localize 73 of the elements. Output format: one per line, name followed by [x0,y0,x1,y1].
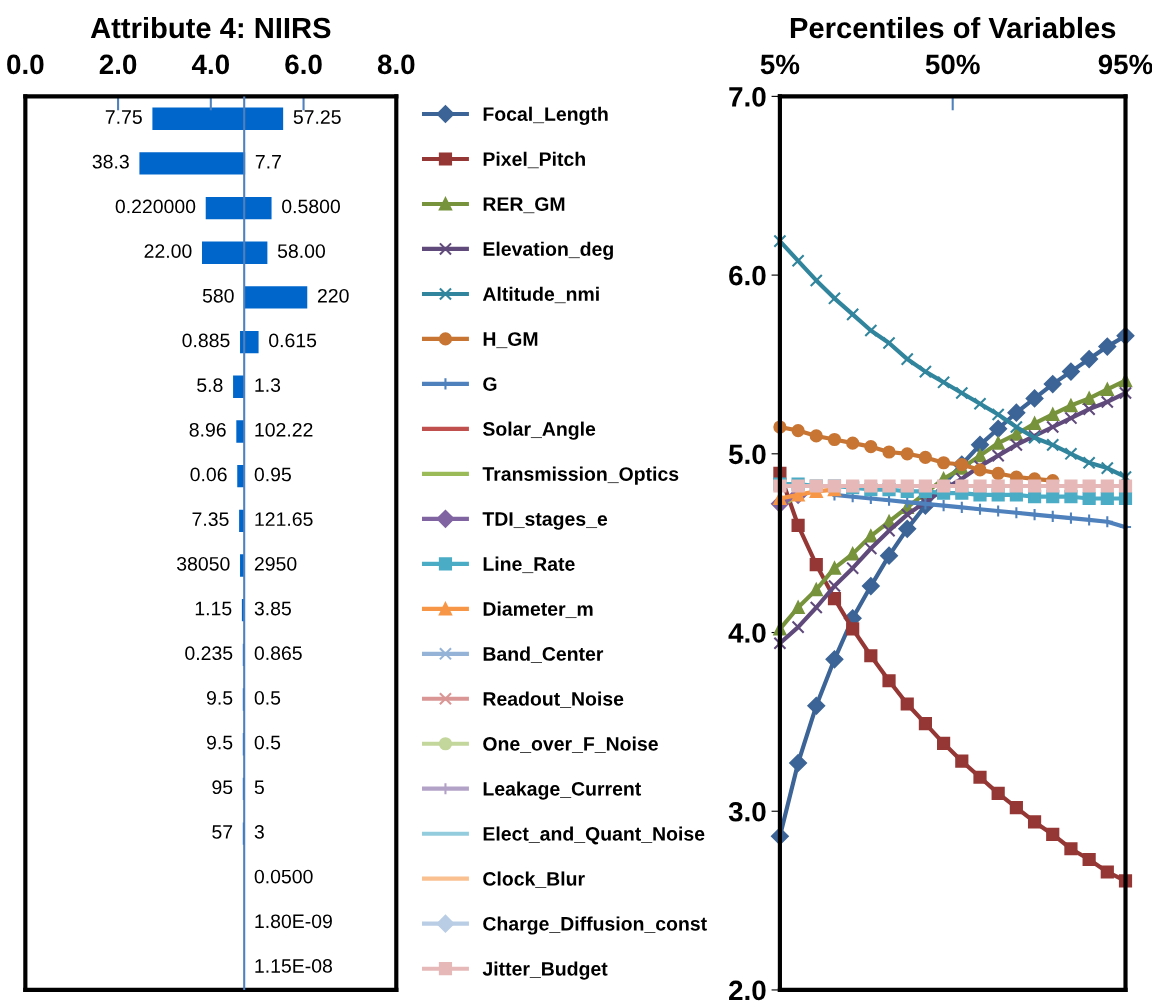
y-tick-label: 5.0 [728,444,766,465]
annotation: 121.65 [255,512,313,527]
annotation: 8.96 [189,422,226,437]
annotation: 9.5 [206,690,233,705]
legend-label: One_over_F_Noise [483,736,658,753]
annotation: 0.865 [254,646,302,661]
y-tick-label: 7.0 [729,87,766,107]
annotation: 0.5800 [282,199,340,214]
legend-label: Line_Rate [483,556,575,574]
annotation: 0.0500 [254,869,313,884]
annotation: 38050 [176,556,230,571]
x-tick-label: 95% [1098,54,1152,75]
annotation: 1.3 [255,378,281,393]
legend-label: Clock_Blur [483,871,585,888]
x-tick-label: 2.0 [99,54,137,75]
annotation: 0.220000 [115,199,196,214]
legend-label: RER_GM [483,197,565,214]
annotation: 1.15 [195,601,232,616]
chart-title: Percentiles of Variables [790,16,1116,39]
annotation: 0.06 [190,467,227,482]
legend-label: Jitter_Budget [482,961,608,980]
legend-label: Elevation_deg [483,241,613,260]
x-tick-label: 0.0 [7,54,44,75]
chart-title: Attribute 4: NIIRS [90,16,331,39]
annotation: 57 [212,825,233,839]
legend-label: H_GM [483,332,538,349]
legend-label: Pixel_Pitch [483,151,585,169]
annotation: 2950 [254,556,297,571]
annotation: 0.615 [269,333,317,348]
legend-label: Diameter_m [483,601,593,619]
annotation: 22.00 [144,244,192,258]
legend-label: G [483,377,497,391]
annotation: 0.235 [185,646,233,661]
annotation: 3 [254,825,264,839]
annotation: 580 [202,288,234,303]
annotation: 5 [254,780,264,795]
y-tick-label: 6.0 [729,265,766,286]
legend-label: Readout_Noise [483,691,624,708]
legend-label: Focal_Length [483,106,608,125]
legend-label: Elect_and_Quant_Noise [483,826,705,845]
annotation: 7.75 [105,110,142,124]
annotation: 7.7 [255,155,281,169]
legend-label: Altitude_nmi [482,286,599,304]
annotation: 38.3 [92,154,129,169]
x-tick-label: 5% [760,54,800,75]
legend-label: Solar_Angle [482,421,596,440]
annotation: 5.8 [197,378,223,393]
x-tick-label: 4.0 [191,54,229,75]
y-tick-label: 3.0 [728,801,766,822]
annotation: 102.22 [255,422,313,437]
annotation: 1.15E-08 [255,959,332,973]
x-tick-label: 8.0 [377,54,415,75]
annotation: 3.85 [254,601,291,616]
annotation: 0.5 [254,690,281,705]
y-tick-label: 4.0 [728,623,766,643]
legend-label: Leakage_Current [483,781,642,800]
x-tick-label: 6.0 [285,54,322,75]
annotation: 0.5 [254,735,281,750]
annotation: 57.25 [293,110,341,124]
annotation: 58.00 [277,244,326,258]
annotation: 95 [212,780,233,795]
legend-label: Charge_Diffusion_const [483,916,707,935]
annotation: 7.35 [192,512,229,527]
annotation: 9.5 [206,735,233,750]
annotation: 220 [317,288,349,303]
annotation: 0.95 [254,467,291,482]
legend-label: Transmission_Optics [482,466,679,485]
annotation: 0.885 [182,333,230,348]
legend-label: Band_Center [483,646,604,664]
x-tick-label: 50% [925,54,980,75]
y-tick-label: 2.0 [729,980,766,1001]
annotation: 1.80E-09 [255,914,332,929]
legend-label: TDI_stages_e [482,512,608,530]
